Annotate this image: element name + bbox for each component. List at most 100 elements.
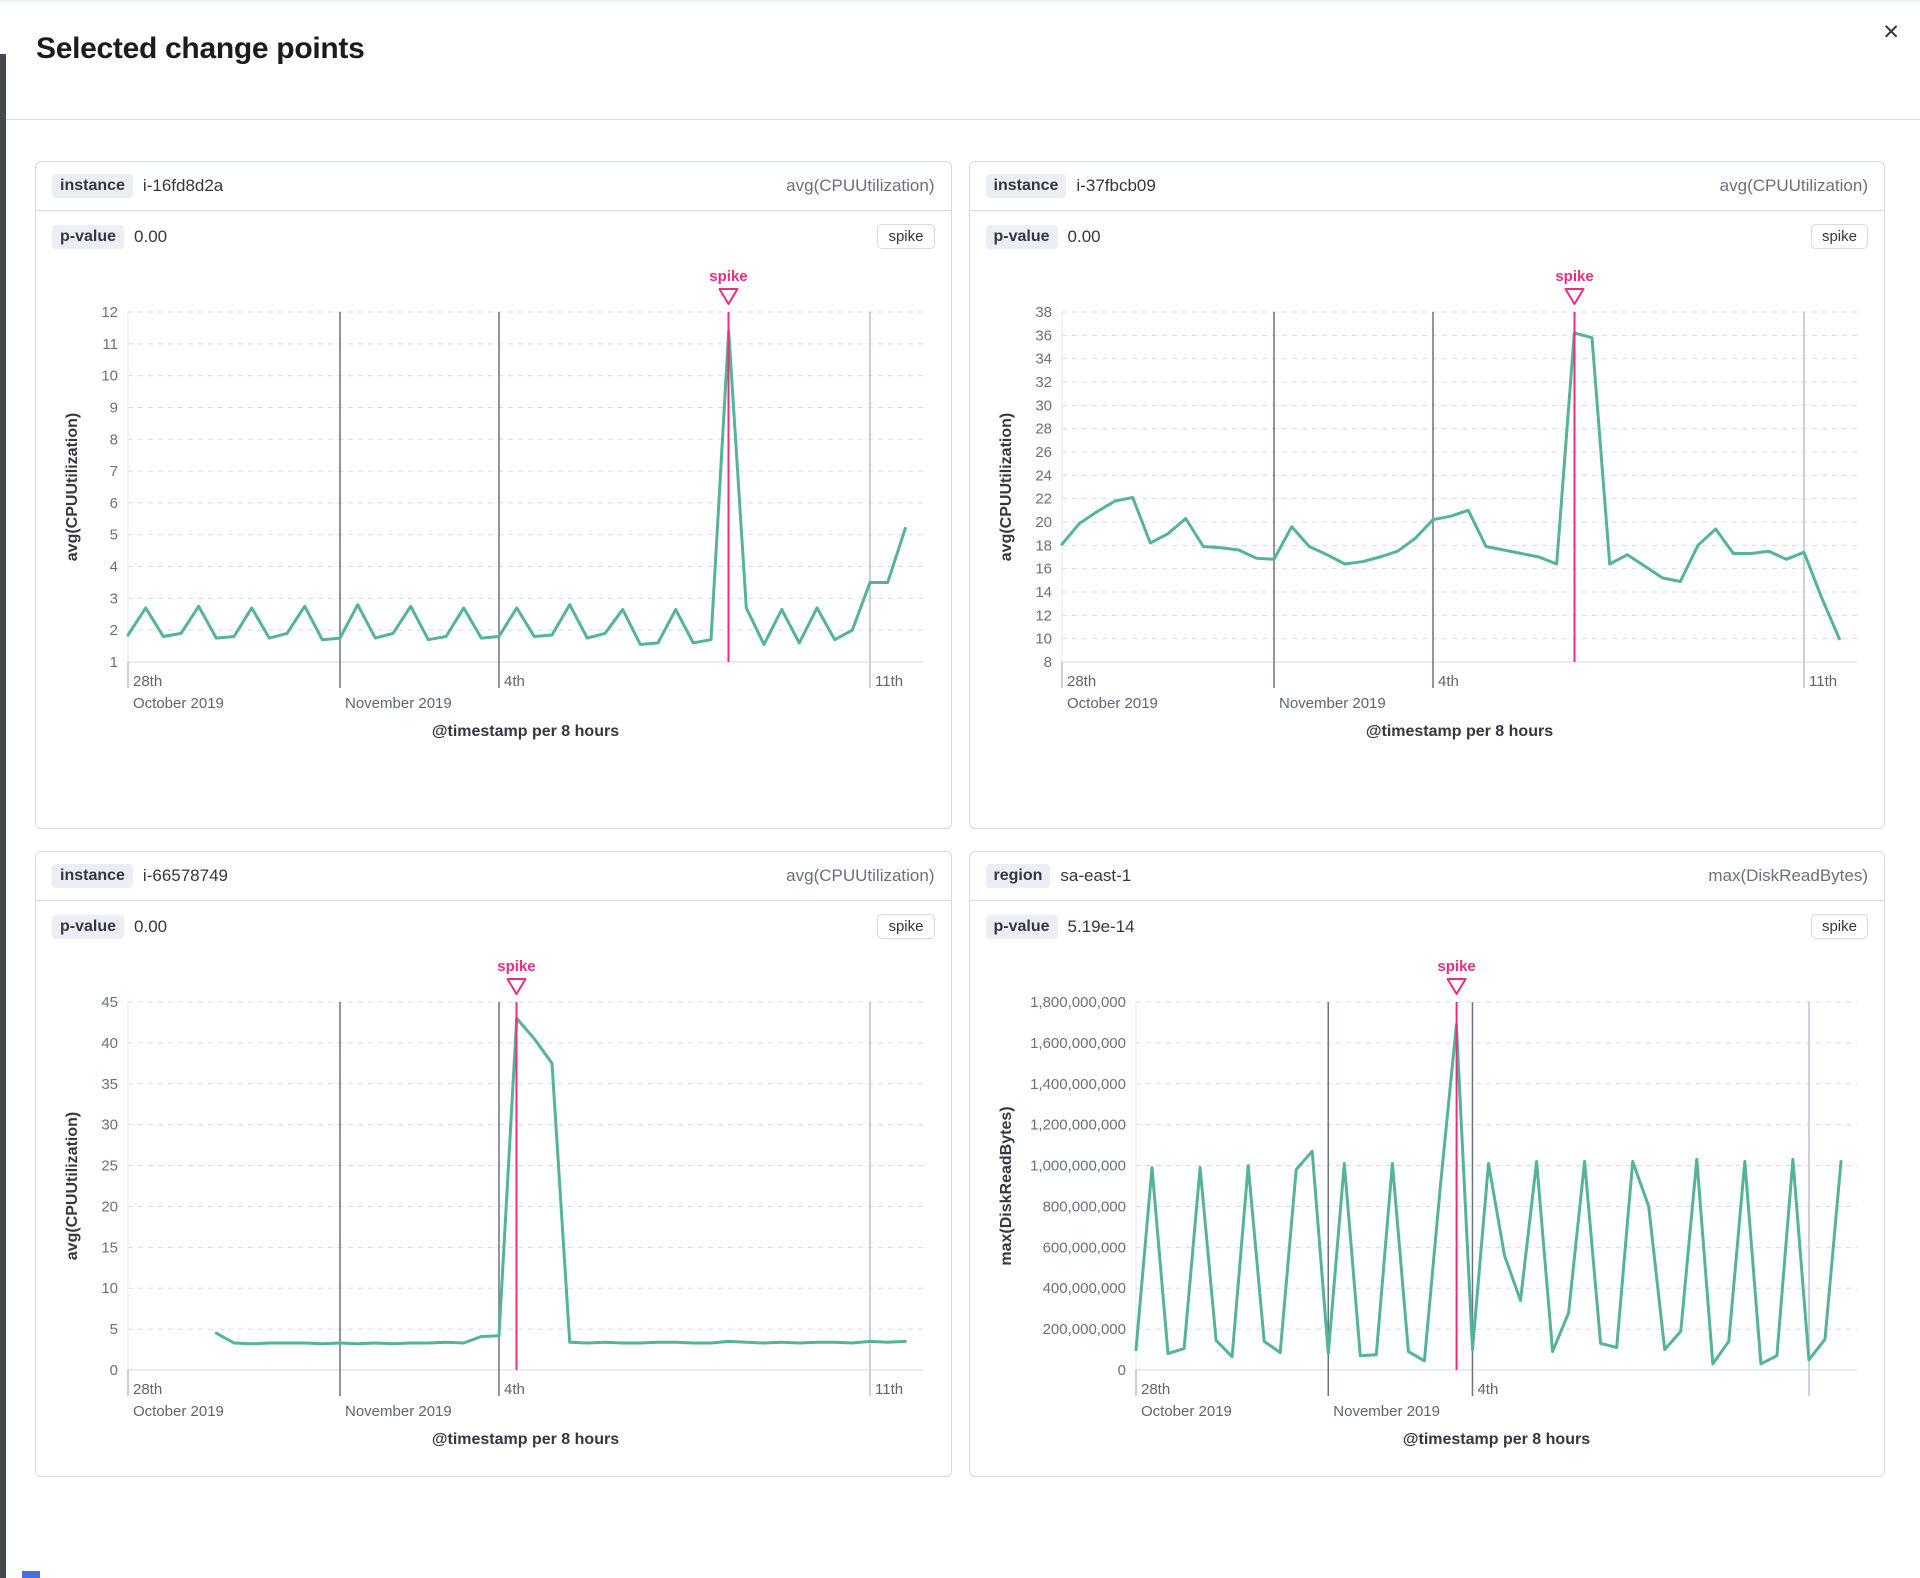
svg-text:3: 3 [110, 590, 118, 607]
change-point-chart[interactable]: 0 200,000,000 400,000,000 600,000,000 800,00… [970, 943, 1885, 1455]
svg-text:2: 2 [110, 622, 118, 639]
svg-text:0: 0 [1117, 1362, 1125, 1379]
svg-text:avg(CPUUtilization): avg(CPUUtilization) [64, 413, 81, 561]
panel-header: instance i-66578749 avg(CPUUtilization) [36, 852, 951, 901]
panels-grid: instance i-16fd8d2a avg(CPUUtilization) … [35, 161, 1885, 1477]
change-type-badge: spike [877, 224, 935, 249]
svg-text:4th: 4th [1438, 673, 1459, 690]
svg-text:October 2019: October 2019 [1067, 695, 1158, 712]
svg-text:38: 38 [1035, 304, 1052, 321]
p-value-badge: p-value [52, 914, 125, 939]
svg-text:26: 26 [1035, 444, 1052, 461]
p-value-badge: p-value [985, 914, 1058, 939]
change-type-badge: spike [877, 914, 935, 939]
svg-text:November 2019: November 2019 [1279, 695, 1386, 712]
split-field-badge: instance [52, 864, 133, 888]
svg-text:@timestamp per 8 hours: @timestamp per 8 hours [1365, 723, 1552, 740]
p-value-row: p-value 0.00 spike [36, 901, 951, 943]
svg-text:8: 8 [110, 431, 118, 448]
change-point-chart[interactable]: 1 2 3 4 5 6 7 8 9 10 11 12 28th October 2019 November … [36, 253, 951, 747]
svg-text:@timestamp per 8 hours: @timestamp per 8 hours [432, 1431, 619, 1448]
svg-text:7: 7 [110, 463, 118, 480]
svg-text:11th: 11th [1809, 673, 1837, 690]
svg-text:1: 1 [110, 654, 118, 671]
split-field-badge: instance [52, 174, 133, 198]
p-value: 0.00 [134, 916, 168, 936]
svg-text:0: 0 [110, 1362, 118, 1379]
svg-text:October 2019: October 2019 [133, 1403, 224, 1420]
svg-text:spike: spike [497, 958, 535, 975]
svg-text:October 2019: October 2019 [133, 695, 224, 712]
split-field-value: i-66578749 [142, 866, 228, 885]
svg-text:400,000,000: 400,000,000 [1042, 1280, 1125, 1297]
svg-text:max(DiskReadBytes): max(DiskReadBytes) [998, 1106, 1015, 1265]
svg-text:6: 6 [110, 495, 118, 512]
svg-text:spike: spike [1437, 958, 1475, 975]
svg-text:1,800,000,000: 1,800,000,000 [1030, 994, 1126, 1011]
svg-text:8: 8 [1043, 654, 1051, 671]
p-value-badge: p-value [52, 224, 125, 249]
p-value: 0.00 [1067, 226, 1101, 246]
svg-text:25: 25 [101, 1158, 118, 1175]
svg-text:28th: 28th [1141, 1381, 1170, 1398]
svg-text:20: 20 [101, 1198, 118, 1215]
svg-text:avg(CPUUtilization): avg(CPUUtilization) [64, 1112, 81, 1260]
svg-text:4: 4 [110, 559, 118, 576]
change-point-chart[interactable]: 0 5 10 15 20 25 30 35 40 45 28th October 2019 Novemb… [36, 943, 951, 1455]
change-point-panel: region sa-east-1 max(DiskReadBytes) p-va… [968, 851, 1885, 1477]
svg-text:November 2019: November 2019 [345, 1403, 452, 1420]
svg-text:November 2019: November 2019 [345, 695, 452, 712]
svg-text:9: 9 [110, 399, 118, 416]
close-icon[interactable]: ✕ [1876, 16, 1906, 49]
p-value: 5.19e-14 [1067, 916, 1135, 936]
page-behind-top-edge [0, 0, 1920, 2]
svg-text:5: 5 [110, 1321, 118, 1338]
svg-text:October 2019: October 2019 [1141, 1403, 1232, 1420]
page-behind-button [22, 1571, 40, 1578]
change-type-badge: spike [1810, 914, 1868, 939]
svg-text:spike: spike [709, 268, 747, 285]
modal-body: instance i-16fd8d2a avg(CPUUtilization) … [0, 120, 1920, 1477]
svg-text:28th: 28th [133, 1381, 162, 1398]
svg-text:14: 14 [1035, 584, 1052, 601]
svg-text:35: 35 [101, 1076, 118, 1093]
svg-text:10: 10 [1035, 631, 1052, 648]
change-point-panel: instance i-66578749 avg(CPUUtilization) … [35, 851, 952, 1477]
svg-text:4th: 4th [1477, 1381, 1498, 1398]
svg-text:40: 40 [101, 1035, 118, 1052]
svg-text:1,400,000,000: 1,400,000,000 [1030, 1076, 1126, 1093]
svg-text:30: 30 [101, 1117, 118, 1134]
split-field-value: i-16fd8d2a [142, 176, 224, 195]
svg-text:24: 24 [1035, 467, 1052, 484]
modal-title: Selected change points [36, 32, 365, 65]
svg-text:1,000,000,000: 1,000,000,000 [1030, 1158, 1126, 1175]
svg-text:32: 32 [1035, 374, 1052, 391]
svg-text:800,000,000: 800,000,000 [1042, 1198, 1125, 1215]
change-point-chart[interactable]: 8 10 12 14 16 18 20 22 24 26 28 30 32 34 36 38 28th Octob… [970, 253, 1885, 747]
svg-text:20: 20 [1035, 514, 1052, 531]
svg-text:5: 5 [110, 527, 118, 544]
svg-text:@timestamp per 8 hours: @timestamp per 8 hours [1402, 1431, 1589, 1448]
svg-text:12: 12 [101, 304, 118, 321]
split-field-value: sa-east-1 [1060, 866, 1132, 885]
p-value: 0.00 [134, 226, 168, 246]
svg-text:1,600,000,000: 1,600,000,000 [1030, 1035, 1126, 1052]
metric-label: avg(CPUUtilization) [1719, 176, 1868, 195]
svg-text:4th: 4th [504, 1381, 525, 1398]
svg-text:spike: spike [1555, 268, 1593, 285]
svg-text:11: 11 [102, 336, 118, 353]
svg-text:16: 16 [1035, 561, 1052, 578]
svg-text:11th: 11th [875, 1381, 903, 1398]
svg-text:22: 22 [1035, 491, 1052, 508]
svg-text:10: 10 [101, 1280, 118, 1297]
svg-text:200,000,000: 200,000,000 [1042, 1321, 1125, 1338]
svg-text:@timestamp per 8 hours: @timestamp per 8 hours [432, 723, 619, 740]
panel-header: instance i-16fd8d2a avg(CPUUtilization) [36, 162, 951, 211]
svg-text:28th: 28th [1067, 673, 1096, 690]
p-value-row: p-value 5.19e-14 spike [970, 901, 1885, 943]
change-point-panel: instance i-37fbcb09 avg(CPUUtilization) … [968, 161, 1885, 829]
svg-text:15: 15 [101, 1239, 118, 1256]
p-value-row: p-value 0.00 spike [36, 211, 951, 253]
svg-text:1,200,000,000: 1,200,000,000 [1030, 1117, 1126, 1134]
panel-header: region sa-east-1 max(DiskReadBytes) [969, 852, 1884, 901]
